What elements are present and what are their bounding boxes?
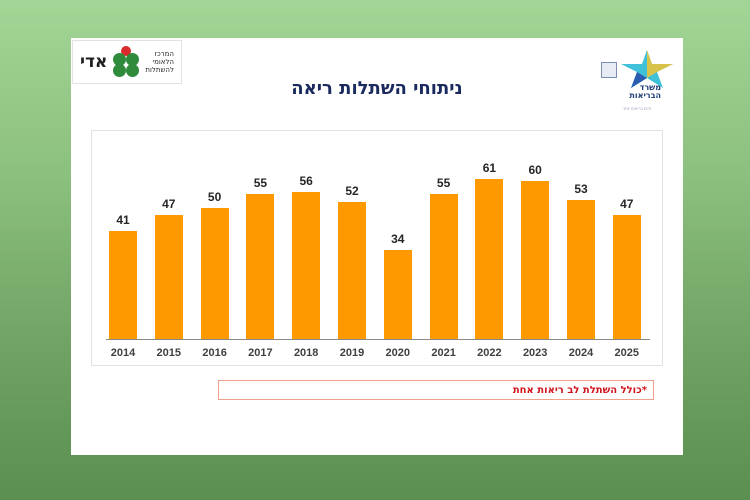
bar-value-label: 56 — [299, 174, 313, 188]
bar-group: 47 2015 — [154, 131, 183, 359]
bar-value-label: 53 — [574, 182, 588, 196]
x-axis-line — [106, 339, 650, 340]
bar — [109, 231, 137, 339]
bar — [154, 215, 183, 339]
bar — [521, 181, 550, 339]
bar — [475, 179, 504, 339]
adi-line-2: הלאומי — [152, 58, 174, 66]
adi-line-3: להשתלות — [145, 66, 174, 74]
clover-icon — [111, 46, 141, 78]
bar-group: 34 2020 — [383, 131, 412, 359]
adi-logo-word: אדי — [80, 52, 108, 72]
bar-value-label: 60 — [528, 163, 542, 177]
adi-logo: אדי המרכז הלאומי להשתלות — [72, 40, 182, 84]
ministry-line-2: הבריאות — [629, 91, 661, 100]
bar-group: 47 2025 — [612, 131, 641, 359]
bar-value-label: 47 — [620, 197, 634, 211]
bar — [429, 194, 458, 339]
x-tick-label: 2017 — [248, 347, 273, 359]
x-tick-label: 2023 — [522, 347, 548, 359]
bar-group: 53 2024 — [567, 131, 595, 359]
ministry-name: משרד הבריאות — [621, 84, 661, 100]
bar-group: 50 2016 — [200, 131, 229, 359]
slide-title: ניתוחי השתלות ריאה — [291, 78, 463, 99]
x-tick-label: 2021 — [431, 347, 456, 359]
ministry-line-1: משרד — [639, 83, 661, 92]
bar-value-label: 34 — [391, 232, 405, 246]
bar-group: 56 2018 — [292, 131, 321, 359]
bar-value-label: 55 — [253, 176, 268, 190]
x-tick-label: 2024 — [568, 347, 594, 359]
bar-value-label: 61 — [482, 161, 497, 175]
x-tick-label: 2019 — [339, 347, 365, 359]
star-icon — [621, 50, 673, 88]
bar-group: 55 2021 — [429, 131, 458, 359]
x-tick-label: 2020 — [385, 347, 411, 359]
x-tick-label: 2025 — [614, 347, 640, 359]
bar — [612, 215, 641, 339]
bar — [383, 250, 412, 339]
ministry-of-health-logo: משרד הבריאות חיים בריאים יותר — [595, 48, 677, 111]
bar — [567, 200, 595, 339]
x-tick-label: 2016 — [202, 347, 227, 359]
slide: אדי המרכז הלאומי להשתלות משרד הבריאות חי… — [71, 38, 683, 455]
bar-value-label: 50 — [207, 190, 222, 204]
bar — [246, 194, 275, 339]
footnote: *כולל השתלת לב ריאות אחת — [218, 380, 654, 400]
x-tick-label: 2015 — [156, 347, 182, 359]
bar — [292, 192, 321, 339]
ministry-footer: חיים בריאים יותר — [623, 106, 652, 111]
adi-logo-text: המרכז הלאומי להשתלות — [145, 50, 174, 74]
bar — [200, 208, 229, 339]
x-tick-label: 2014 — [110, 347, 136, 359]
adi-line-1: המרכז — [154, 50, 174, 58]
bar-group: 55 2017 — [246, 131, 275, 359]
bar-chart: 41 2014 47 2015 50 2016 55 2017 56 2018 52 2019 34 20… — [91, 130, 663, 366]
bar-value-label: 52 — [345, 184, 359, 198]
state-emblem-icon — [601, 62, 617, 78]
x-tick-label: 2022 — [477, 347, 502, 359]
bar — [338, 202, 366, 339]
bar-group: 61 2022 — [475, 131, 504, 359]
bar-value-label: 47 — [162, 197, 176, 211]
bar-group: 52 2019 — [338, 131, 366, 359]
bar-group: 41 2014 — [109, 131, 137, 359]
bar-group: 60 2023 — [521, 131, 550, 359]
bar-value-label: 55 — [436, 176, 451, 190]
bar-value-label: 41 — [116, 213, 130, 227]
x-tick-label: 2018 — [293, 347, 319, 359]
